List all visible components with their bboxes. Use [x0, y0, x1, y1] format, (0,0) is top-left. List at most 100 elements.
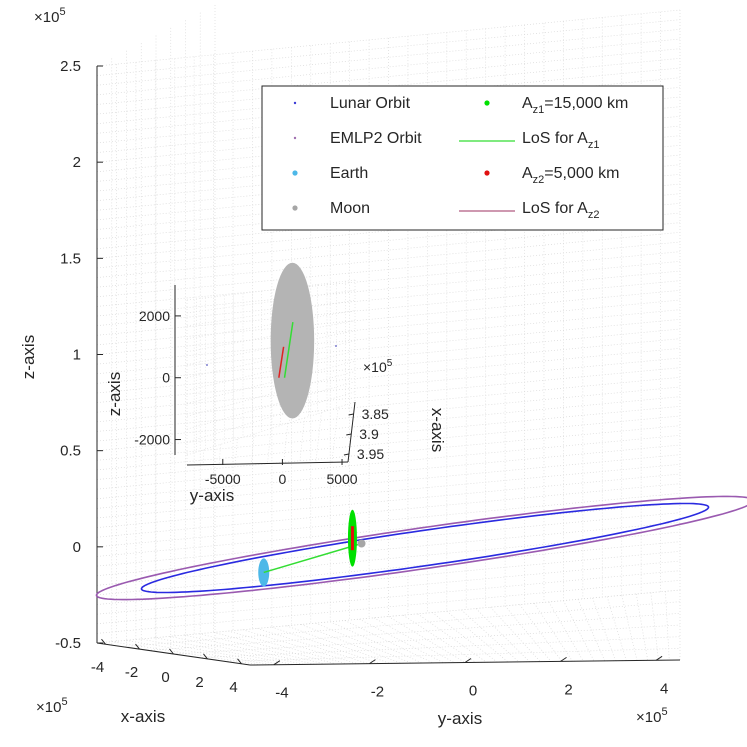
y-tick-mark: [655, 655, 663, 661]
z-axis-label: z-axis: [19, 335, 38, 379]
y-tick-mark: [273, 660, 281, 666]
y-tick-mark: [464, 658, 472, 663]
legend-dot-marker: [292, 170, 298, 176]
inset-x-tick-label: 3.85: [362, 406, 389, 422]
grid-line-floor: [184, 634, 315, 665]
legend-entry-label: Lunar Orbit: [330, 95, 411, 112]
inset-grid-line: [186, 279, 356, 301]
los-z1-line: [263, 542, 362, 574]
inset-grid-line: [331, 407, 339, 463]
x-tick-label: 4: [229, 679, 237, 696]
legend-dot-marker: [484, 100, 490, 106]
inset-y-tick-label: 0: [279, 471, 287, 487]
grid-line-floor: [224, 647, 681, 662]
inset-x-tick-mark: [343, 453, 350, 456]
inset-y-tick-label: 5000: [326, 471, 357, 487]
x-tick-mark: [203, 653, 208, 660]
inset-x-axis-line: [347, 401, 356, 463]
inset-grid-line: [218, 444, 221, 465]
inset-grid-line: [234, 439, 238, 465]
grid-line-floor: [344, 620, 433, 664]
grid-line-floor: [475, 608, 530, 662]
inset-grid-line: [186, 391, 356, 443]
inset-z-tick-label: 2000: [139, 308, 170, 324]
legend-entry-label: Moon: [330, 200, 370, 217]
y-tick-label: 4: [660, 680, 668, 697]
legend-dot-marker: [293, 136, 297, 140]
x-tick-label: -4: [91, 659, 104, 676]
moon-marker: [357, 539, 366, 548]
z-tick-label: 0: [73, 539, 81, 556]
y-tick-label: -2: [371, 684, 384, 701]
x-tick-label: 2: [195, 674, 203, 691]
z-tick-label: 1.5: [60, 250, 81, 267]
grid-line-horizontal: [96, 444, 681, 500]
inset-x-exponent-label: ×105: [363, 358, 393, 375]
inset-y-tick-label: -5000: [205, 471, 241, 487]
grid-line-floor: [650, 592, 659, 661]
z-tick-label: 0.5: [60, 443, 81, 460]
inset-los-z1-line: [283, 321, 294, 378]
legend-entry-label: Az1=15,000 km: [522, 95, 628, 116]
lunar-orbit-line: [140, 502, 710, 594]
grid-line-floor: [122, 601, 681, 648]
grid-line-floor: [577, 599, 606, 662]
x-tick-label: -2: [125, 664, 138, 681]
grid-line-floor: [606, 596, 627, 661]
x-axis-label: x-axis: [121, 707, 165, 726]
grid-line-floor: [315, 622, 412, 664]
inset-grid-line: [315, 412, 322, 463]
inset-grid-line: [283, 423, 289, 464]
grid-line-floor: [242, 629, 358, 665]
grid-line-floor: [286, 625, 390, 664]
grid-line-floor: [173, 624, 681, 655]
inset-y-axis-line: [186, 461, 349, 466]
az2-marker: [350, 526, 354, 551]
y-tick-label: 2: [564, 681, 572, 698]
z-tick-label: -0.5: [55, 635, 81, 652]
inset-x-tick-mark: [348, 413, 354, 416]
inset-grid-line: [186, 371, 356, 417]
legend-entry-label: LoS for Az2: [522, 200, 599, 221]
inset-y-axis-label: y-axis: [190, 486, 234, 505]
grid-line-floor: [592, 597, 616, 661]
inset-x-axis-label: x-axis: [428, 408, 447, 452]
grid-line-floor: [635, 593, 649, 661]
y-tick-mark: [560, 656, 567, 662]
inset-grid-line: [186, 350, 356, 391]
inset-z-axis-label: z-axis: [105, 372, 124, 416]
inset-z-tick-label: 0: [162, 370, 170, 386]
legend-entry-label: Az2=5,000 km: [522, 165, 619, 186]
y-tick-label: 0: [469, 683, 477, 700]
inset-zoom-axes: -2000 0 2000 -5000 0 5000 3.85 3.9 3.95: [134, 262, 389, 487]
z-tick-label: 2.5: [60, 58, 81, 75]
inset-x-tick-label: 3.9: [359, 426, 379, 442]
z-tick-label: 2: [73, 154, 81, 171]
y-exponent-label: ×105: [636, 706, 668, 726]
grid-line-floor: [461, 609, 519, 663]
grid-line-floor: [198, 636, 681, 659]
inset-z-tick-label: -2000: [134, 432, 170, 448]
inset-orbit-dot: [335, 345, 337, 347]
inset-grid-line: [186, 360, 356, 404]
legend-dot-marker: [484, 170, 490, 176]
z-tick-label: 1: [73, 347, 81, 364]
inset-grid-line: [186, 289, 356, 314]
inset-grid-line: [186, 310, 356, 340]
inset-grid-line: [186, 381, 356, 430]
legend-dot-marker: [292, 205, 298, 211]
grid-line-floor: [271, 626, 380, 664]
grid-line-floor: [257, 628, 369, 664]
x-tick-mark: [237, 658, 242, 665]
y-axis-label: y-axis: [438, 709, 482, 728]
legend-entry-label: Earth: [330, 165, 368, 182]
legend: Lunar Orbit EMLP2 Orbit Earth Moon Az1=15,00…: [261, 85, 664, 231]
x-tick-mark: [101, 638, 106, 645]
legend-dot-marker: [293, 101, 297, 105]
inset-grid-line: [251, 433, 255, 464]
inset-grid-line: [202, 449, 205, 465]
x-tick-label: 0: [161, 669, 169, 686]
inset-x-tick-mark: [346, 433, 352, 436]
grid-line-floor: [402, 614, 476, 663]
inset-orbit-dot: [206, 364, 208, 366]
